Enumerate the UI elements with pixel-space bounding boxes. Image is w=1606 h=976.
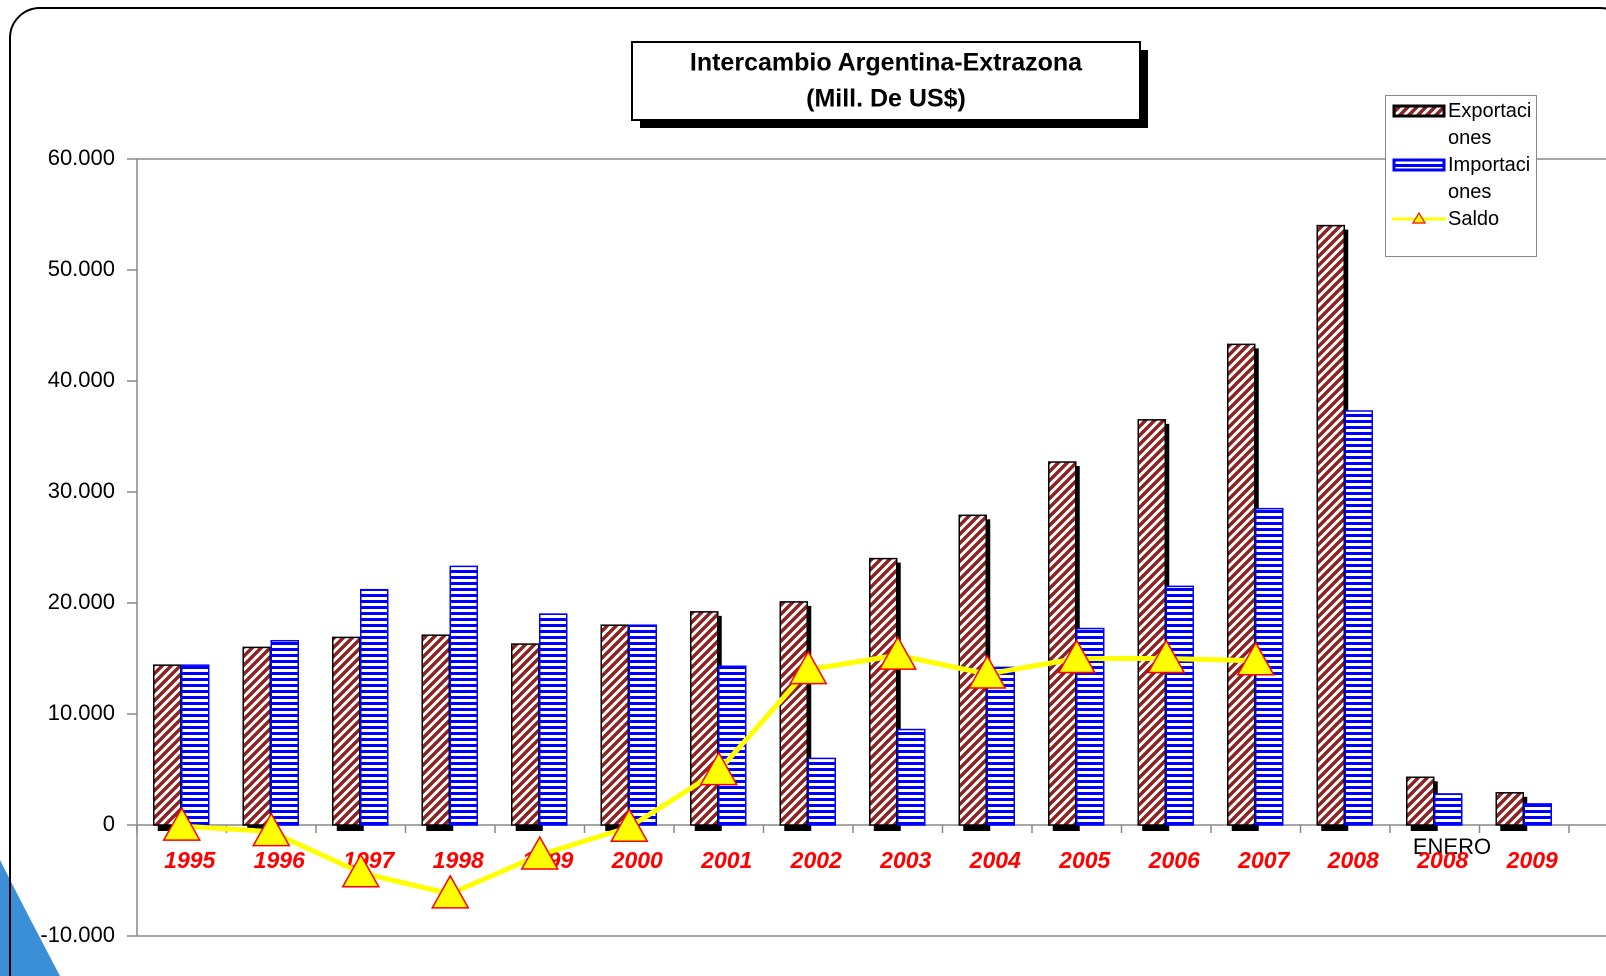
- bar: [181, 664, 210, 826]
- x-tick-label: 2005: [1058, 847, 1111, 873]
- legend-item: Saldo: [1390, 206, 1536, 233]
- line-marker: [430, 874, 470, 909]
- bar: [690, 611, 719, 826]
- y-tick-label: 10.000: [48, 700, 115, 725]
- line-marker: [967, 654, 1007, 689]
- bar: [897, 728, 926, 826]
- chart-title: Intercambio Argentina-Extrazona: [690, 49, 1083, 77]
- line-marker: [1057, 638, 1097, 674]
- bar: [869, 557, 898, 826]
- line-marker: [251, 812, 291, 847]
- x-tick-label: 1995: [164, 847, 216, 873]
- bar: [1227, 343, 1256, 826]
- decoration: [0, 860, 60, 976]
- bar: [1523, 803, 1552, 826]
- bar: [986, 666, 1015, 826]
- x-tick-label: 2008: [1327, 847, 1379, 873]
- bar: [1316, 224, 1345, 826]
- bar: [421, 634, 450, 826]
- annotation: ENERO: [1413, 834, 1491, 859]
- line-marker: [788, 650, 828, 685]
- x-tick-label: 2002: [790, 847, 842, 873]
- bar: [1137, 419, 1166, 826]
- line-marker: [878, 635, 918, 670]
- bar: [332, 636, 361, 826]
- x-tick-label: 2006: [1148, 847, 1200, 873]
- bar: [1344, 410, 1373, 826]
- y-tick-label: 0: [103, 811, 115, 836]
- plot-area: [136, 158, 1606, 937]
- line-marker: [520, 835, 560, 870]
- bar: [628, 624, 657, 826]
- line-marker: [699, 751, 739, 786]
- line-marker: [1146, 638, 1186, 674]
- bar: [1434, 793, 1463, 826]
- bar: [360, 588, 389, 826]
- bar: [600, 624, 629, 826]
- legend-item: Importaciones: [1390, 152, 1536, 206]
- y-tick-label: -10.000: [40, 922, 115, 947]
- y-tick-label: 30.000: [48, 478, 115, 503]
- legend-swatch: [1392, 211, 1446, 224]
- bar: [511, 643, 540, 826]
- legend-label: Exportaciones: [1448, 100, 1532, 149]
- bar: [1406, 776, 1435, 826]
- legend-item: Exportaciones: [1390, 98, 1536, 152]
- x-tick-label: 2000: [611, 847, 663, 873]
- y-tick-label: 60.000: [48, 145, 115, 170]
- line-marker: [341, 853, 381, 888]
- legend: Exportaciones Importaciones Saldo: [1385, 95, 1537, 257]
- x-tick-label: 2003: [879, 847, 931, 873]
- bar: [807, 757, 836, 826]
- bar: [1048, 461, 1077, 826]
- x-tick-label: 2001: [700, 847, 752, 873]
- x-tick-label: 2004: [969, 847, 1021, 873]
- bar: [1165, 585, 1194, 826]
- frame: [9, 7, 1606, 976]
- x-tick-label: 2008: [1416, 847, 1468, 873]
- bar: [153, 664, 182, 826]
- bar: [1495, 792, 1524, 826]
- legend-label: Importaciones: [1448, 154, 1531, 203]
- bar: [242, 646, 271, 826]
- title-box: [631, 41, 1141, 121]
- bar: [270, 639, 299, 826]
- chart-subtitle: (Mill. De US$): [806, 85, 966, 113]
- legend-label: Saldo: [1448, 208, 1500, 230]
- bar: [449, 565, 478, 826]
- x-tick-label: 1998: [433, 847, 484, 873]
- legend-swatch: [1392, 104, 1446, 118]
- x-tick-label: 2007: [1237, 847, 1290, 873]
- bar: [539, 613, 568, 826]
- bar: [779, 601, 808, 826]
- line-marker: [1236, 641, 1276, 676]
- x-tick-label: 2009: [1506, 847, 1558, 873]
- x-tick-label: 1996: [254, 847, 305, 873]
- line-marker: [609, 807, 649, 842]
- y-tick-label: 40.000: [48, 367, 115, 392]
- y-tick-label: 50.000: [48, 256, 115, 281]
- line-marker: [162, 806, 202, 841]
- legend-swatch: [1392, 158, 1446, 172]
- y-tick-label: 20.000: [48, 589, 115, 614]
